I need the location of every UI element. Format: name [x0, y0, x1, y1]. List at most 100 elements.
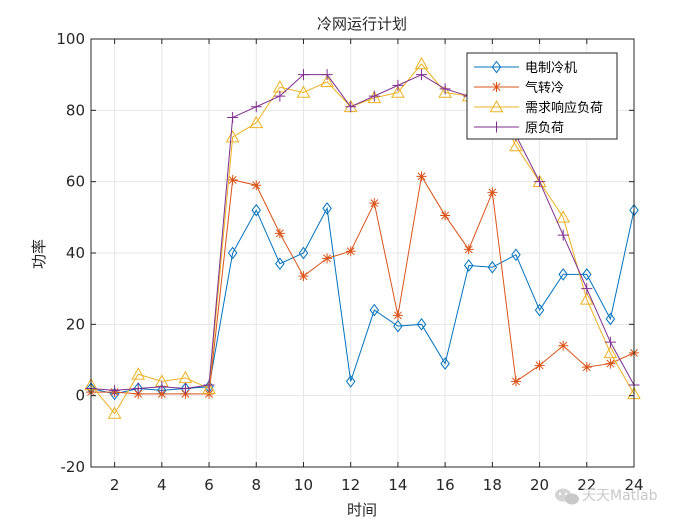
- data-point: [509, 138, 523, 152]
- data-point: [556, 210, 571, 223]
- data-point: [416, 69, 428, 81]
- data-point: [582, 268, 592, 281]
- data-point: [202, 381, 216, 394]
- data-point: [416, 171, 427, 182]
- data-point: [274, 90, 286, 102]
- data-point: [203, 379, 215, 391]
- data-point: [227, 246, 238, 260]
- chart-title: 冷网运行计划: [317, 15, 407, 33]
- data-point: [298, 271, 309, 282]
- data-point: [579, 292, 594, 305]
- data-point: [250, 101, 262, 113]
- data-point: [345, 246, 356, 257]
- data-point: [440, 357, 450, 370]
- y-tick-label: 0: [75, 387, 85, 405]
- data-point: [391, 85, 405, 98]
- data-point: [463, 259, 474, 272]
- x-tick-label: 4: [157, 476, 167, 494]
- data-point: [414, 56, 429, 70]
- wechat-icon: [555, 488, 579, 505]
- legend-label: 气转冷: [525, 80, 564, 96]
- data-point: [604, 336, 616, 348]
- legend-entry: 气转冷: [474, 80, 564, 96]
- y-tick-label: -20: [61, 458, 86, 476]
- data-point: [251, 180, 262, 191]
- data-point: [369, 198, 380, 209]
- data-point: [298, 246, 309, 260]
- x-axis-label: 时间: [347, 501, 377, 519]
- y-tick-label: 80: [66, 101, 85, 119]
- x-tick-label: 20: [530, 476, 549, 494]
- series-1: [86, 171, 639, 399]
- legend-marker: [489, 99, 504, 113]
- data-point: [297, 69, 309, 81]
- legend-entry: 需求响应负荷: [474, 99, 603, 116]
- x-tick-label: 10: [294, 476, 313, 494]
- legend-marker: [491, 121, 502, 133]
- data-point: [510, 376, 521, 387]
- data-point: [581, 283, 593, 295]
- data-point: [322, 202, 332, 215]
- data-point: [109, 384, 121, 396]
- data-point: [368, 90, 380, 102]
- data-point: [438, 85, 452, 98]
- data-point: [558, 340, 569, 351]
- watermark-text: 天天Matlab: [582, 488, 658, 504]
- data-point: [392, 79, 404, 91]
- data-point: [249, 115, 264, 129]
- data-point: [274, 228, 285, 239]
- data-point: [251, 203, 262, 217]
- data-point: [320, 74, 334, 88]
- data-point: [440, 210, 451, 221]
- data-point: [369, 303, 380, 317]
- data-point: [275, 257, 285, 271]
- data-point: [107, 406, 122, 419]
- legend-label: 电制冷机: [525, 61, 577, 76]
- data-point: [393, 319, 403, 333]
- data-point: [156, 381, 168, 393]
- series-layer: [84, 56, 641, 419]
- data-point: [605, 358, 616, 369]
- data-point: [558, 268, 568, 281]
- x-tick-label: 2: [110, 476, 120, 494]
- data-point: [296, 85, 311, 98]
- data-point: [603, 345, 618, 359]
- data-point: [511, 248, 521, 262]
- legend-entry: 电制冷机: [474, 60, 577, 76]
- x-tick-label: 12: [341, 476, 360, 494]
- data-point: [131, 367, 146, 380]
- x-tick-label: 24: [624, 476, 643, 494]
- x-tick-label: 6: [204, 476, 214, 494]
- data-point: [557, 229, 569, 241]
- data-point: [416, 318, 427, 331]
- x-tick-label: 22: [577, 476, 596, 494]
- legend-entry: 原负荷: [474, 121, 564, 136]
- data-point: [179, 383, 191, 395]
- y-tick-label: 40: [66, 244, 85, 262]
- data-point: [463, 244, 474, 255]
- data-point: [345, 375, 356, 388]
- data-point: [487, 187, 498, 198]
- y-tick-label: 60: [66, 173, 85, 191]
- data-point: [534, 176, 546, 188]
- data-point: [487, 260, 498, 274]
- x-tick-label: 14: [388, 476, 407, 494]
- data-point: [605, 312, 616, 326]
- data-point: [321, 69, 333, 81]
- data-point: [322, 253, 333, 264]
- data-point: [581, 362, 592, 373]
- data-point: [345, 101, 357, 113]
- data-point: [534, 303, 545, 317]
- data-point: [534, 360, 545, 371]
- x-tick-label: 16: [436, 476, 455, 494]
- x-tick-label: 8: [251, 476, 261, 494]
- legend-label: 需求响应负荷: [525, 100, 603, 116]
- legend-label: 原负荷: [525, 121, 564, 136]
- data-point: [132, 383, 144, 395]
- data-point: [178, 370, 193, 384]
- data-point: [204, 388, 215, 399]
- y-tick-label: 20: [66, 315, 85, 333]
- watermark: 天天Matlab: [555, 488, 658, 505]
